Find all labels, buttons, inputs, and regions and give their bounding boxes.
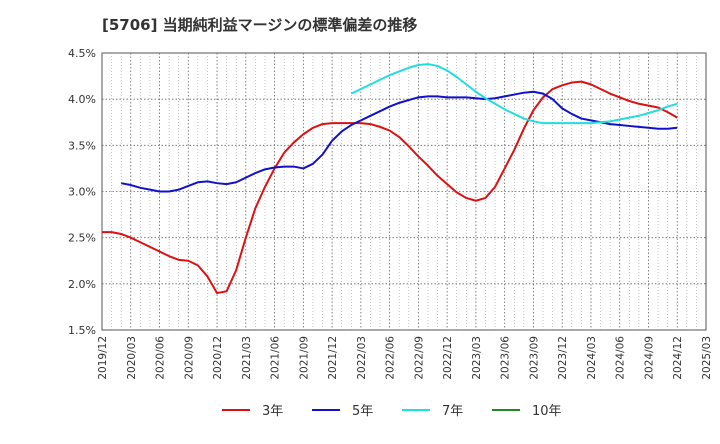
x-tick-label: 2024/12 bbox=[672, 336, 684, 380]
x-tick-label: 2021/03 bbox=[241, 336, 253, 380]
x-tick-label: 2024/09 bbox=[643, 336, 655, 380]
x-tick-label: 2022/09 bbox=[413, 336, 425, 380]
series-line-3年 bbox=[102, 80, 678, 295]
y-tick-label: 3.0% bbox=[68, 186, 96, 199]
x-tick-label: 2021/09 bbox=[298, 336, 310, 380]
legend-label: 3年 bbox=[262, 404, 283, 419]
x-tick-label: 2022/03 bbox=[356, 336, 368, 380]
x-tick-label: 2020/09 bbox=[183, 336, 195, 380]
x-tick-label: 2020/06 bbox=[155, 336, 167, 380]
legend: 3年 5年 7年 10年 bbox=[222, 404, 562, 419]
chart-title: [5706] 当期純利益マージンの標準偏差の推移 bbox=[102, 16, 417, 34]
axis-layer: 2019/12 2020/03 2020/06 2020/09 2020/12 2021/… bbox=[68, 47, 713, 380]
x-tick-label: 2024/06 bbox=[615, 336, 627, 380]
y-tick-label: 1.5% bbox=[68, 324, 96, 337]
y-tick-label: 2.5% bbox=[68, 232, 96, 245]
series-line-7年 bbox=[350, 63, 678, 125]
legend-label: 10年 bbox=[532, 404, 562, 419]
x-tick-label: 2020/03 bbox=[126, 336, 138, 380]
y-tick-label: 3.5% bbox=[68, 139, 96, 152]
y-tick-label: 4.5% bbox=[68, 47, 96, 60]
x-tick-label: 2021/12 bbox=[327, 336, 339, 380]
x-tick-label: 2023/12 bbox=[557, 336, 569, 380]
x-tick-label: 2020/12 bbox=[212, 336, 224, 380]
y-tick-label: 2.0% bbox=[68, 278, 96, 291]
legend-label: 5年 bbox=[352, 404, 373, 419]
x-tick-label: 2025/03 bbox=[701, 336, 713, 380]
x-tick-label: 2019/12 bbox=[97, 336, 109, 380]
x-tick-label: 2024/03 bbox=[586, 336, 598, 380]
series-line-5年 bbox=[120, 90, 678, 193]
y-tick-label: 4.0% bbox=[68, 93, 96, 106]
x-tick-label: 2022/06 bbox=[385, 336, 397, 380]
grid-layer bbox=[101, 52, 707, 331]
x-tick-label: 2023/06 bbox=[500, 336, 512, 380]
x-tick-label: 2023/09 bbox=[528, 336, 540, 380]
series-layer bbox=[102, 63, 678, 295]
x-tick-label: 2023/03 bbox=[471, 336, 483, 380]
x-tick-label: 2021/06 bbox=[270, 336, 282, 380]
x-tick-label: 2022/12 bbox=[442, 336, 454, 380]
legend-label: 7年 bbox=[442, 404, 463, 419]
